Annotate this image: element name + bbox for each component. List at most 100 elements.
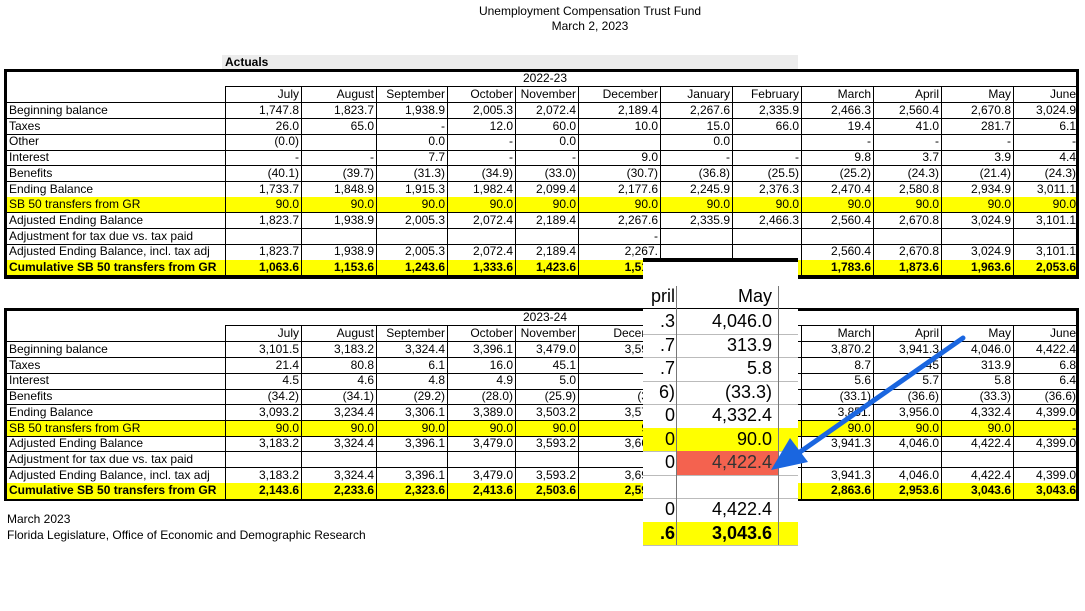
table-cell: 3,479.0 [535,342,576,356]
table-cell: 90.0 [634,197,658,212]
month-header: August [336,326,374,340]
column-rule [801,326,802,499]
month-header: March [837,326,871,340]
table-cell: - [867,134,871,149]
table-cell: 4.4 [1059,150,1076,165]
table-cell: 3,941.3 [898,342,939,356]
table-cell: 3,101.1 [1035,212,1076,227]
table-cell: (29.2) [413,389,445,404]
row-label: Cumulative SB 50 transfers from GR [9,260,217,274]
table-cell: (0.0) [274,134,299,149]
table-cell: 3,593.2 [535,467,576,482]
column-rule [225,326,226,499]
table-cell: 6.1 [428,357,445,372]
table-cell: 90.0 [421,420,445,435]
table-cell: 90.0 [987,197,1011,212]
table-cell: 9.8 [854,150,871,165]
zoom-rule [643,357,798,358]
row-label: Adjustment for tax due vs. tax paid [9,228,194,243]
zoom-rule [643,474,798,476]
month-header: June [1049,87,1076,101]
table-cell: 5.8 [994,373,1011,388]
table-cell: 4,332.4 [970,404,1011,419]
table-cell: 2,670.8 [898,244,939,259]
table-cell: (34.1) [342,389,374,404]
table-row: Other (0.0) 0.0 - 0.0 0.0 - - - - [7,134,1076,150]
column-rule [578,326,579,499]
row-rule [7,388,1076,390]
table-cell: 2,267. [624,244,658,259]
column-rule [376,87,377,276]
table-cell: 2,670.8 [970,103,1011,117]
table-cell: 1,982.4 [472,181,513,196]
zoom-row: 0 4,422.4 [643,498,798,522]
table-cell: 2,503.6 [535,483,576,498]
table-cell: - [1007,134,1011,149]
table-cell: 2,005.3 [472,103,513,117]
table-cell: - [726,150,730,165]
table-cell: (30.7) [626,165,658,180]
row-label: Adjusted Ending Balance, incl. tax adj [9,244,210,259]
row-label: Taxes [9,118,41,133]
table-cell: 1,423.6 [535,260,576,274]
table-cell: (40.1) [267,165,299,180]
table-cell: 8.7 [854,357,871,372]
table-cell: 1,938.9 [333,212,374,227]
table-cell: 3,043.6 [970,483,1011,498]
fiscal-year-header: 2023-24 [522,310,568,324]
table-row: Beginning balance 3,101.5 3,183.2 3,324.4 3,… [7,342,1076,358]
table-cell: 5.0 [559,373,576,388]
zoom-row: .3 4,046.0 [643,310,798,334]
column-rule [941,87,942,276]
row-label: Interest [9,373,50,388]
zoom-row: .7 313.9 [643,334,798,358]
table-cell: 1,938.9 [404,103,445,117]
column-rule [1013,87,1014,276]
table-cell: - [654,228,658,243]
table-cell: (21.4) [979,165,1011,180]
row-label: Adjusted Ending Balance [9,436,144,451]
table-cell: 2,267.6 [689,103,730,117]
table-cell: 2,953.6 [898,483,939,498]
table-cell: 26.0 [275,118,299,133]
month-header: November [520,87,576,101]
table-cell: 2,233.6 [333,483,374,498]
table-row: Ending Balance 3,093.2 3,234.4 3,306.1 3,389… [7,405,1076,421]
table-cell: 90.0 [275,197,299,212]
table-2022-23: 2022-23 July August September October Novembe… [4,69,1079,279]
table-cell: 4.6 [357,373,374,388]
table-cell: 3,396.1 [404,436,445,451]
table-cell: 2,189.4 [535,212,576,227]
table-cell: 1,243.6 [404,260,445,274]
table-cell: 0.0 [559,134,576,149]
table-cell: 90.0 [847,420,871,435]
table-cell: 3,101.5 [258,342,299,356]
table-cell: 2,670.8 [898,212,939,227]
table-row: Beginning balance 1,747.8 1,823.7 1,938.9 2,… [7,103,1076,119]
zoom-cell: 4,332.4 [711,405,772,425]
column-rule [447,87,448,276]
table-cell: 9.0 [641,150,658,165]
row-label: Interest [9,150,50,165]
table-cell: 90.0 [552,420,576,435]
table-cell: (31.3) [413,165,445,180]
table-cell: 45.1 [552,357,576,372]
table-cell: 3,011.1 [1036,181,1076,196]
table-cell: 4,422.4 [970,436,1011,451]
table-cell: 6.8 [1059,357,1076,372]
table-cell: 1,823.7 [258,244,299,259]
table-cell: 1,823.7 [258,212,299,227]
column-rule [941,326,942,499]
table-cell: - [370,150,374,165]
table-cell: 3,024.9 [970,212,1011,227]
table-cell: 90.0 [987,420,1011,435]
table-cell: 3,941.3 [830,436,871,451]
month-header-row: July August September October November Decemb… [7,326,1076,342]
zoom-column-rule [676,286,677,545]
table-row: Adjusted Ending Balance, incl. tax adj 1,… [7,244,1076,260]
column-rule [225,87,226,276]
zoom-cell: 6) [658,381,675,402]
table-row: Cumulative SB 50 transfers from GR 2,143.… [7,483,1076,499]
month-rule [7,102,1076,103]
